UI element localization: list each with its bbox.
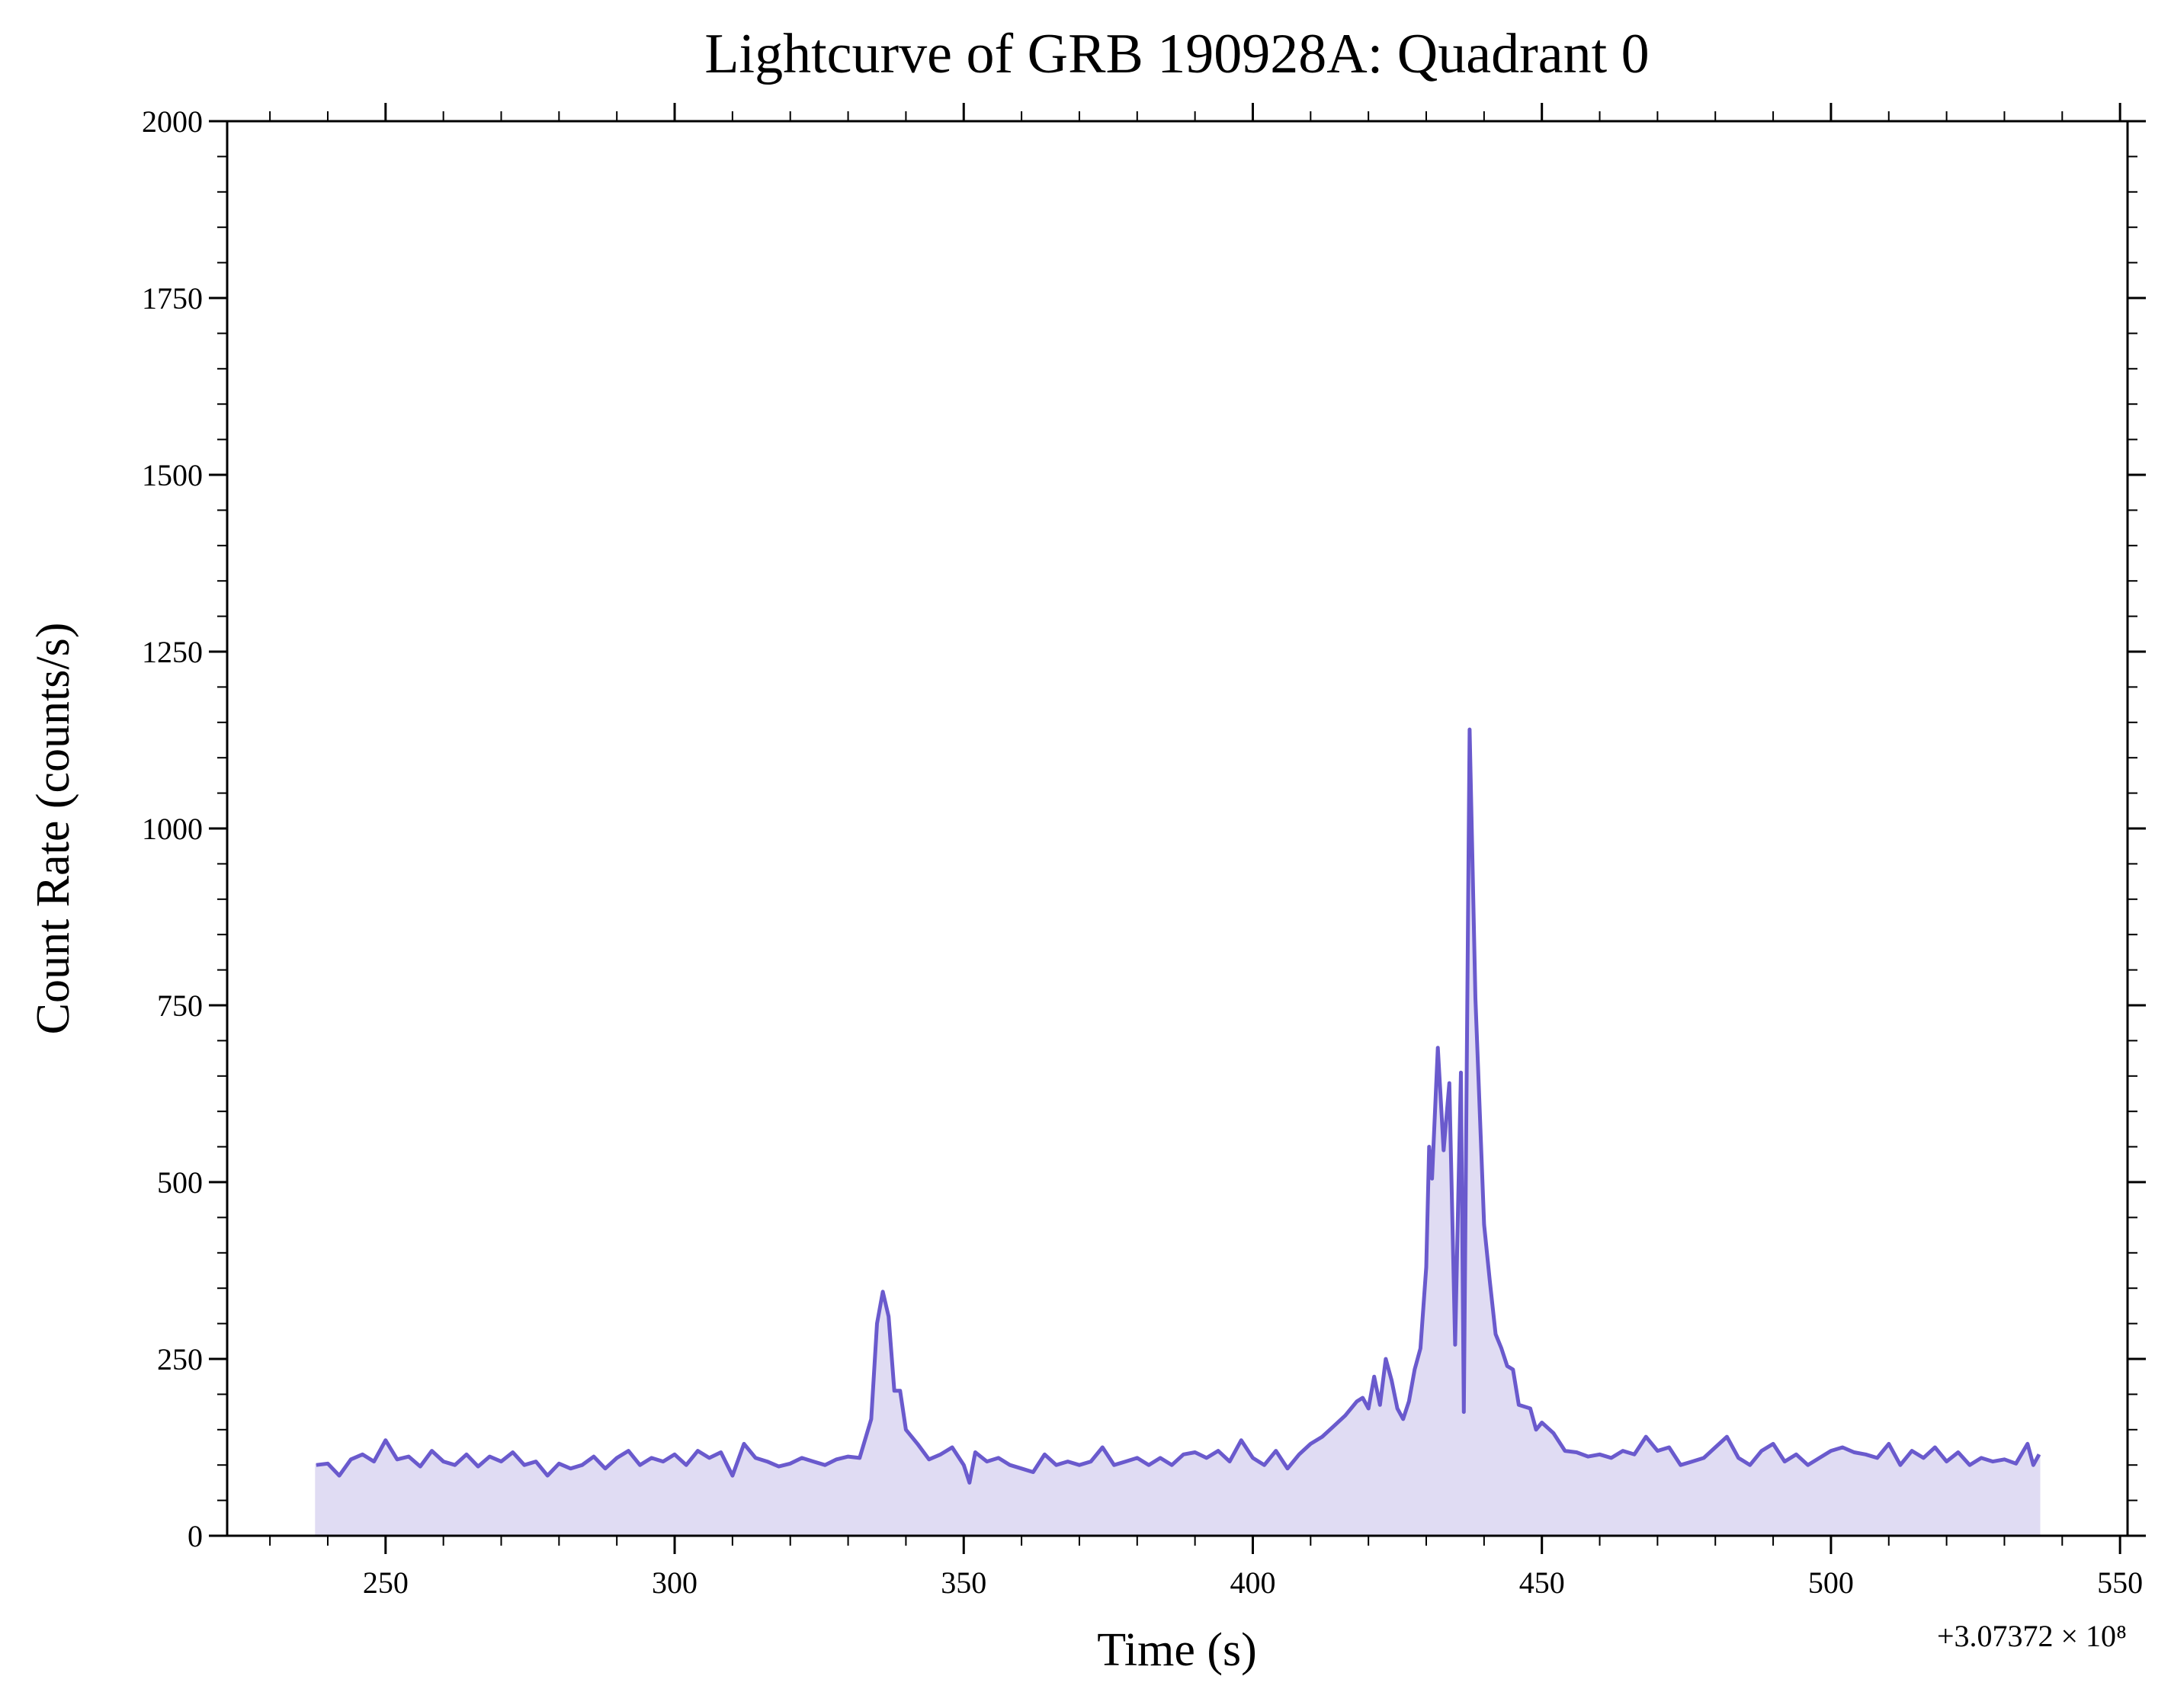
x-axis-label: Time (s) [1097,1624,1257,1676]
plot-area: 250 300 350 400 450 500 550 0 250 500 750 1000 1250 1… [142,103,2146,1600]
x-tick-label: 500 [1808,1565,1854,1600]
y-tick-label: 1500 [142,458,203,492]
chart-title: Lightcurve of GRB 190928A: Quadrant 0 [704,23,1649,85]
area-fill [315,729,2041,1537]
data-line [316,727,2041,1485]
x-tick-label: 300 [652,1565,697,1600]
plot-frame [226,120,2129,1537]
x-tick-label: 550 [2097,1565,2143,1600]
y-tick-label: 1000 [142,812,203,846]
y-tick-label: 500 [157,1165,203,1200]
y-tick-label: 750 [157,989,203,1023]
y-tick-label: 250 [157,1342,203,1376]
x-offset-label: +3.07372 × 10⁸ [1937,1619,2127,1653]
x-tick-label: 350 [941,1565,986,1600]
x-tick-label: 400 [1230,1565,1275,1600]
y-tick-label: 2000 [142,104,203,139]
y-axis-label: Count Rate (counts/s) [27,623,79,1035]
x-tick-label: 250 [363,1565,409,1600]
x-tick-label: 450 [1519,1565,1565,1600]
y-tick-label: 0 [188,1519,203,1553]
y-tick-label: 1250 [142,635,203,669]
y-tick-label: 1750 [142,281,203,316]
